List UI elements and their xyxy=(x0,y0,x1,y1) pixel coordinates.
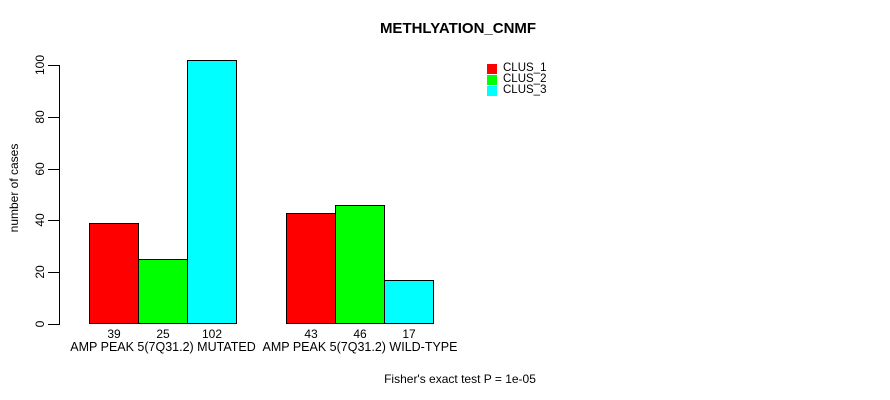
legend-item-clus_2: CLUS_2 xyxy=(487,73,547,85)
y-tick-line xyxy=(48,324,59,325)
bar-clus_3-group1 xyxy=(187,60,237,324)
legend-swatch-clus_3 xyxy=(487,85,497,96)
chart-title: METHLYATION_CNMF xyxy=(379,20,537,37)
legend-item-clus_1: CLUS_1 xyxy=(487,62,547,74)
y-tick-line xyxy=(48,169,59,170)
legend-label: CLUS_2 xyxy=(503,73,547,85)
y-tick-line xyxy=(48,220,59,221)
bar-clus_1-group2 xyxy=(286,213,336,324)
bar-clus_2-group1 xyxy=(138,259,188,324)
bar-value-label: 43 xyxy=(304,327,318,341)
x-category-label: AMP PEAK 5(7Q31.2) MUTATED xyxy=(70,340,256,354)
x-category-label: AMP PEAK 5(7Q31.2) WILD-TYPE xyxy=(262,340,458,354)
y-tick-label: 60 xyxy=(33,162,47,176)
y-tick-label: 80 xyxy=(33,110,47,124)
bar-clus_1-group1 xyxy=(89,223,139,324)
y-tick-label: 100 xyxy=(33,54,47,76)
bar-value-label: 39 xyxy=(107,327,121,341)
bar-value-label: 25 xyxy=(156,327,170,341)
y-axis-line xyxy=(59,65,60,325)
y-tick-label: 0 xyxy=(33,320,47,328)
bar-value-label: 102 xyxy=(201,327,223,341)
legend-swatch-clus_1 xyxy=(487,63,497,74)
y-tick-label: 20 xyxy=(33,265,47,279)
y-tick-line xyxy=(48,65,59,66)
y-tick-label: 40 xyxy=(33,213,47,227)
bar-clus_2-group2 xyxy=(335,205,385,324)
y-tick-line xyxy=(48,272,59,273)
legend-label: CLUS_1 xyxy=(503,62,547,74)
legend-swatch-clus_2 xyxy=(487,74,497,85)
bar-value-label: 17 xyxy=(402,327,416,341)
bar-value-label: 46 xyxy=(353,327,367,341)
y-tick-line xyxy=(48,117,59,118)
bar-clus_3-group2 xyxy=(384,280,434,324)
fisher-test-annotation: Fisher's exact test P = 1e-05 xyxy=(384,372,536,386)
legend-label: CLUS_3 xyxy=(503,84,547,96)
legend-item-clus_3: CLUS_3 xyxy=(487,84,547,96)
y-axis-label: number of cases xyxy=(7,143,21,233)
legend: CLUS_1 CLUS_2 CLUS_3 xyxy=(487,62,547,96)
